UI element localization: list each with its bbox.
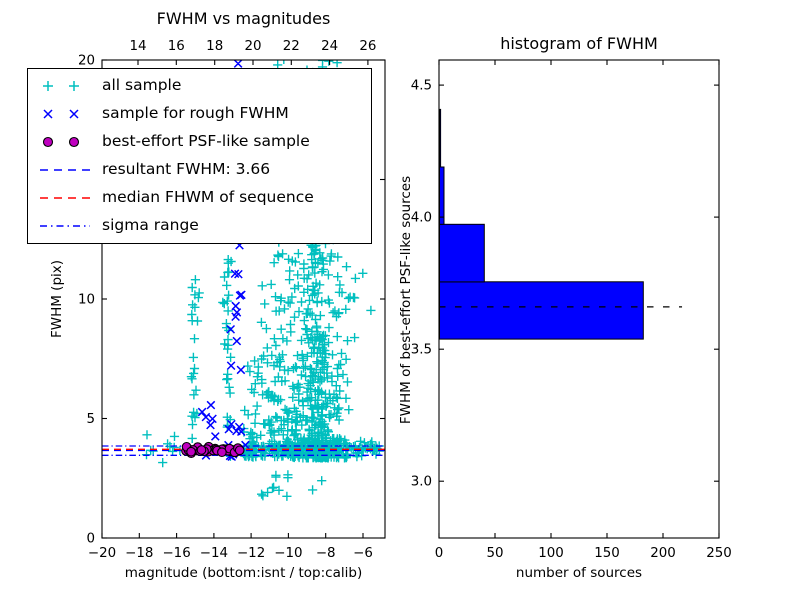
scatter-psf-sample xyxy=(181,441,245,459)
svg-text:10: 10 xyxy=(78,293,95,308)
svg-text:−20: −20 xyxy=(88,546,116,561)
legend-label: all sample xyxy=(102,76,182,95)
legend-row-psf-sample: best-effort PSF-like sample xyxy=(36,129,371,156)
svg-text:22: 22 xyxy=(283,39,300,54)
tick-group: 14 16 18 20 22 24 26 xyxy=(129,39,376,65)
svg-text:14: 14 xyxy=(129,39,146,54)
legend-line-sigma-dashdot-icon xyxy=(40,225,90,227)
tick-group: 0 50 100 150 200 250 xyxy=(435,60,732,561)
legend-marker-rough-fwhm-x-icon xyxy=(43,109,79,119)
svg-text:50: 50 xyxy=(486,546,503,561)
left-plot-xlabel: magnitude (bottom:isnt / top:calib) xyxy=(124,565,363,581)
legend-label: sample for rough FWHM xyxy=(102,104,289,123)
svg-text:−12: −12 xyxy=(237,546,265,561)
left-plot-data-area xyxy=(102,60,385,501)
tick-group: −20 −18 −16 −14 −12 −10 −8 −6 xyxy=(88,533,373,561)
legend-label: resultant FWHM: 3.66 xyxy=(102,160,271,179)
right-plot-frame xyxy=(438,59,720,539)
legend-row-rough-fwhm: sample for rough FWHM xyxy=(36,101,371,128)
legend-marker-all-sample-plus-icon xyxy=(43,81,79,91)
right-plot-title: histogram of FWHM xyxy=(500,34,658,53)
svg-text:20: 20 xyxy=(78,54,95,69)
legend-row-all-sample: all sample xyxy=(36,73,371,100)
svg-text:4.5: 4.5 xyxy=(411,79,432,94)
svg-text:24: 24 xyxy=(321,39,338,54)
svg-text:16: 16 xyxy=(168,39,185,54)
legend-label: best-effort PSF-like sample xyxy=(102,132,310,151)
right-plot-xlabel: number of sources xyxy=(515,565,643,581)
svg-text:−8: −8 xyxy=(316,546,336,561)
hist-bar xyxy=(439,223,485,283)
svg-text:−14: −14 xyxy=(200,546,228,561)
right-plot-ylabel: FWHM of best-effort PSF-like sources xyxy=(398,175,414,425)
svg-text:−6: −6 xyxy=(353,546,373,561)
legend-row-resultant-fwhm: resultant FWHM: 3.66 xyxy=(36,157,371,184)
svg-text:200: 200 xyxy=(650,546,676,561)
legend-label: sigma range xyxy=(102,216,199,235)
svg-text:0: 0 xyxy=(435,546,444,561)
svg-text:18: 18 xyxy=(206,39,223,54)
left-plot-title: FWHM vs magnitudes xyxy=(156,9,331,28)
hist-bar xyxy=(439,166,445,225)
legend-line-resultant-dashed-icon xyxy=(40,169,90,171)
svg-text:3.5: 3.5 xyxy=(411,343,432,358)
svg-text:4.0: 4.0 xyxy=(411,211,432,226)
histogram-bars xyxy=(439,108,644,340)
legend-marker-psf-sample-circle-icon xyxy=(42,136,80,148)
svg-text:20: 20 xyxy=(244,39,261,54)
legend-row-median-fwhm: median FHWM of sequence xyxy=(36,185,371,212)
tick-group: 3.0 3.5 4.0 4.5 xyxy=(411,79,719,490)
svg-text:250: 250 xyxy=(706,546,732,561)
legend-label: median FHWM of sequence xyxy=(102,188,314,207)
svg-text:0: 0 xyxy=(86,532,95,547)
legend: all sample sample for rough FWHM best-ef… xyxy=(27,68,372,244)
svg-text:−16: −16 xyxy=(162,546,190,561)
svg-text:26: 26 xyxy=(359,39,376,54)
svg-text:5: 5 xyxy=(86,412,95,427)
svg-text:−18: −18 xyxy=(125,546,153,561)
svg-text:150: 150 xyxy=(594,546,620,561)
legend-line-median-dashed-icon xyxy=(40,197,90,199)
hist-bar xyxy=(439,281,644,340)
svg-text:−10: −10 xyxy=(274,546,302,561)
hist-bar xyxy=(439,108,442,168)
svg-text:3.0: 3.0 xyxy=(411,475,432,490)
svg-text:100: 100 xyxy=(538,546,564,561)
legend-row-sigma-range: sigma range xyxy=(36,213,371,240)
